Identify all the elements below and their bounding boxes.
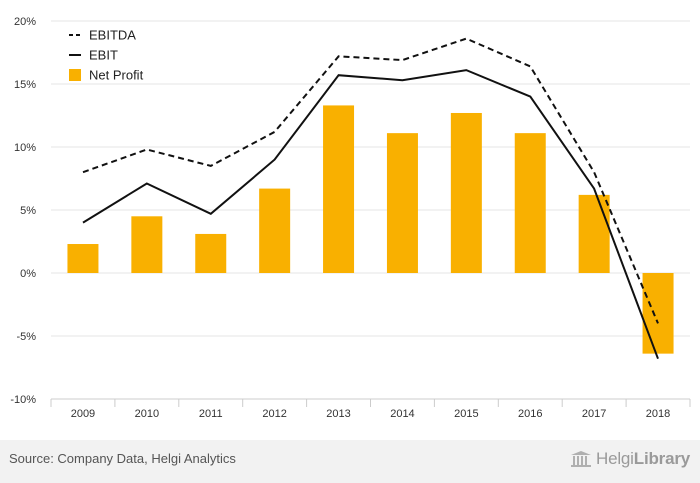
bar: [450, 112, 482, 273]
x-tick-labels: 2009 2010 2011 2012 2013 2014 2015 2016 2017 2018: [71, 408, 671, 420]
legend-swatch: [69, 69, 81, 81]
x-tick-label: 2009: [71, 408, 95, 420]
ebit-line: [82, 69, 659, 360]
brand-name: HelgiLibrary: [596, 449, 690, 468]
y-tick-label: 5%: [20, 205, 36, 217]
chart: 20% 15% 10% 5% 0% -5% -10% 2009 2010 2011 2012 201…: [10, 16, 691, 420]
library-building-icon: [571, 451, 592, 467]
bar: [642, 273, 674, 354]
legend-label: EBIT: [89, 48, 118, 63]
x-tick-label: 2012: [262, 408, 286, 420]
bar: [67, 244, 99, 273]
x-tick-label: 2010: [135, 408, 159, 420]
x-tick-label: 2011: [199, 408, 223, 420]
line-series: [82, 37, 659, 360]
ebitda-line: [82, 37, 659, 324]
brand-logo[interactable]: HelgiLibrary: [570, 449, 690, 469]
x-tick-label: 2015: [454, 408, 478, 420]
x-tick-label: 2013: [326, 408, 350, 420]
x-tick-label: 2014: [390, 408, 414, 420]
footer: Source: Company Data, Helgi Analytics He…: [0, 440, 700, 483]
bar: [323, 105, 355, 273]
y-tick-label: -5%: [16, 331, 36, 343]
y-tick-label: 0%: [20, 268, 36, 280]
bar: [131, 216, 163, 273]
legend: EBITDA EBIT Net Profit: [69, 28, 144, 83]
bar: [514, 133, 546, 273]
x-axis: [50, 398, 691, 407]
x-tick-label: 2018: [646, 408, 670, 420]
x-tick-label: 2017: [582, 408, 606, 420]
bar: [259, 188, 291, 273]
y-axis: 20% 15% 10% 5% 0% -5% -10%: [10, 16, 36, 406]
x-tick-label: 2016: [518, 408, 542, 420]
source-note: Source: Company Data, Helgi Analytics: [9, 451, 236, 466]
bar-series: [67, 105, 674, 354]
bar: [195, 233, 227, 273]
legend-label: EBITDA: [89, 28, 136, 43]
y-tick-label: 20%: [14, 16, 36, 28]
y-tick-label: -10%: [10, 394, 36, 406]
y-tick-label: 10%: [14, 142, 36, 154]
y-tick-label: 15%: [14, 79, 36, 91]
bar: [578, 194, 610, 273]
bar: [386, 133, 418, 273]
legend-label: Net Profit: [89, 68, 144, 83]
